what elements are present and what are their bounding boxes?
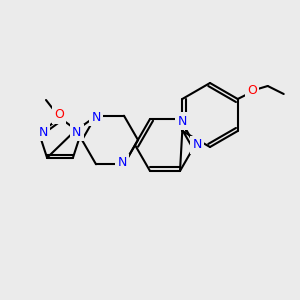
Text: N: N bbox=[38, 126, 48, 139]
Text: N: N bbox=[117, 156, 127, 169]
Text: N: N bbox=[72, 126, 82, 139]
Text: N: N bbox=[91, 111, 101, 124]
Text: N: N bbox=[192, 139, 202, 152]
Text: O: O bbox=[54, 109, 64, 122]
Text: O: O bbox=[247, 85, 257, 98]
Text: N: N bbox=[177, 115, 187, 128]
